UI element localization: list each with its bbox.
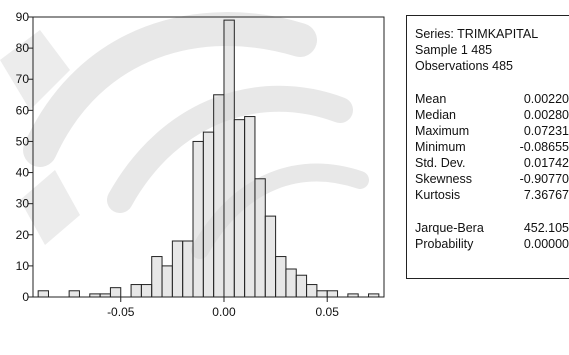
histogram-bar <box>275 256 287 298</box>
x-tick-label: 0.00 <box>212 305 236 319</box>
stat-value: 7.36767 <box>523 188 569 202</box>
y-tick-label: 60 <box>16 103 30 117</box>
y-tick-label: 0 <box>22 290 29 304</box>
histogram-bar <box>202 131 215 298</box>
stat-value: -0.08655 <box>519 140 569 154</box>
stat-row-std-dev: Std. Dev. 0.01742 <box>415 155 569 171</box>
stat-label: Mean <box>415 92 447 106</box>
histogram-bar <box>233 119 246 298</box>
histogram-bar <box>151 256 163 298</box>
observation-count: Observations 485 <box>415 59 513 73</box>
y-tick-label: 10 <box>16 259 30 273</box>
y-tick-label: 90 <box>16 10 30 24</box>
histogram-bar <box>192 140 204 298</box>
histogram-bar <box>161 265 173 298</box>
stat-value: 452.105 <box>523 221 569 235</box>
x-tick-label: 0.05 <box>316 305 340 319</box>
histogram-bar <box>306 284 318 298</box>
stat-label: Jarque-Bera <box>415 221 484 235</box>
histogram-bar <box>213 94 225 298</box>
histogram-bar <box>68 290 80 298</box>
stat-label: Skewness <box>415 172 472 186</box>
histogram-bar <box>223 19 235 298</box>
y-tick-label: 70 <box>16 72 30 86</box>
histogram-bar <box>285 268 297 298</box>
stat-label: Maximum <box>415 124 470 138</box>
histogram-axes: 0 10 20 30 40 50 60 70 80 90 -0.05 0.00 0.05 <box>16 10 385 319</box>
y-tick-label: 30 <box>16 197 30 211</box>
stat-value: 0.00220 <box>523 92 569 106</box>
stat-row-jarque-bera: Jarque-Bera 452.105 <box>415 220 569 236</box>
histogram-bars <box>37 19 380 298</box>
statistics-panel: Series: TRIMKAPITAL Sample 1 485 Observa… <box>406 15 569 279</box>
stat-value: 0.00280 <box>523 108 569 122</box>
stat-row-maximum: Maximum 0.07231 <box>415 123 569 139</box>
sample-range: Sample 1 485 <box>415 43 493 57</box>
stat-row-minimum: Minimum -0.08655 <box>415 139 569 155</box>
histogram-bar <box>130 284 142 298</box>
stat-label: Kurtosis <box>415 188 461 202</box>
stat-value: 0.07231 <box>523 124 569 138</box>
histogram-bar <box>109 287 122 298</box>
histogram-bar <box>182 240 194 298</box>
histogram-bar <box>326 290 339 298</box>
stat-row-kurtosis: Kurtosis 7.36767 <box>415 187 569 203</box>
stat-value: -0.90770 <box>519 172 569 186</box>
stat-label: Minimum <box>415 140 466 154</box>
y-tick-label: 80 <box>16 41 30 55</box>
stat-label: Median <box>415 108 456 122</box>
stat-value: 0.00000 <box>523 237 569 251</box>
histogram-chart: 0 10 20 30 40 50 60 70 80 90 -0.05 0.00 0.05 <box>16 10 385 319</box>
stat-row-probability: Probability 0.00000 <box>415 236 569 252</box>
histogram-bar <box>171 240 184 298</box>
histogram-bar <box>264 215 277 298</box>
histogram-bar <box>295 274 308 298</box>
stat-label: Std. Dev. <box>415 156 466 170</box>
histogram-bar <box>316 290 328 298</box>
y-tick-label: 40 <box>16 166 30 180</box>
histogram-bar <box>37 290 49 298</box>
plot-frame <box>32 16 385 298</box>
histogram-bar <box>254 178 266 298</box>
stat-row-mean: Mean 0.00220 <box>415 91 569 107</box>
stat-label: Probability <box>415 237 474 251</box>
stat-row-skewness: Skewness -0.90770 <box>415 171 569 187</box>
histogram-bar <box>140 284 153 298</box>
series-name: Series: TRIMKAPITAL <box>415 27 539 41</box>
x-tick-label: -0.05 <box>107 305 135 319</box>
y-tick-label: 50 <box>16 134 30 148</box>
stat-row-median: Median 0.00280 <box>415 107 569 123</box>
stat-value: 0.01742 <box>523 156 569 170</box>
y-tick-label: 20 <box>16 228 30 242</box>
histogram-bar <box>244 116 256 298</box>
